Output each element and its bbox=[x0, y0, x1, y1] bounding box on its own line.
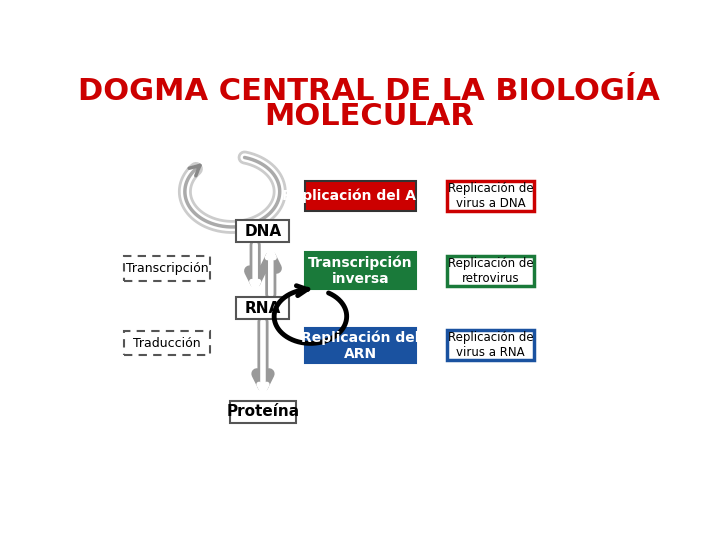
FancyBboxPatch shape bbox=[447, 255, 534, 286]
Text: Traducción: Traducción bbox=[133, 337, 201, 350]
FancyBboxPatch shape bbox=[447, 181, 534, 211]
FancyBboxPatch shape bbox=[305, 181, 416, 211]
Text: Proteína: Proteína bbox=[226, 404, 300, 420]
Text: RNA: RNA bbox=[245, 301, 281, 315]
FancyBboxPatch shape bbox=[447, 330, 534, 360]
FancyBboxPatch shape bbox=[305, 328, 416, 362]
Text: DNA: DNA bbox=[244, 224, 282, 239]
Text: Replicación de
virus a DNA: Replicación de virus a DNA bbox=[448, 182, 534, 210]
FancyBboxPatch shape bbox=[124, 332, 210, 355]
FancyBboxPatch shape bbox=[230, 401, 297, 423]
FancyBboxPatch shape bbox=[124, 256, 210, 281]
FancyBboxPatch shape bbox=[236, 297, 289, 319]
Text: Replicación de
virus a RNA: Replicación de virus a RNA bbox=[448, 332, 534, 360]
Text: MOLECULAR: MOLECULAR bbox=[264, 102, 474, 131]
Text: Replicación del ADN: Replicación del ADN bbox=[282, 188, 439, 203]
Text: Transcripción: Transcripción bbox=[126, 262, 208, 275]
Text: Transcripción
inversa: Transcripción inversa bbox=[308, 255, 413, 286]
Text: Replicación del
ARN: Replicación del ARN bbox=[302, 330, 420, 361]
FancyBboxPatch shape bbox=[236, 220, 289, 242]
FancyBboxPatch shape bbox=[305, 252, 416, 289]
Text: DOGMA CENTRAL DE LA BIOLOGÍA: DOGMA CENTRAL DE LA BIOLOGÍA bbox=[78, 77, 660, 106]
Text: Replicación de
retrovirus: Replicación de retrovirus bbox=[448, 256, 534, 285]
